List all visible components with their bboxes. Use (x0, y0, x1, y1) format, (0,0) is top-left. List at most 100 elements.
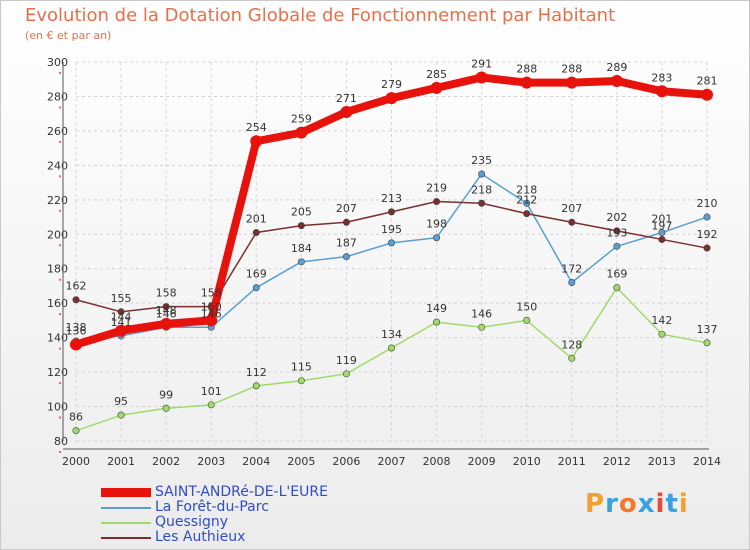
x-tick-label: 2001 (107, 455, 135, 468)
data-point-1 (252, 284, 260, 292)
data-point-3 (613, 227, 621, 235)
data-label: 169 (246, 268, 267, 281)
data-point-3 (72, 296, 80, 304)
data-label: 146 (471, 307, 492, 320)
data-point-2 (523, 316, 531, 324)
data-point-2 (252, 382, 260, 390)
data-label: 86 (69, 411, 83, 424)
data-label: 187 (336, 237, 357, 250)
data-point-1 (433, 234, 441, 242)
data-point-0 (115, 324, 128, 337)
data-point-1 (478, 170, 486, 178)
x-tick-label: 2003 (197, 455, 225, 468)
legend-swatch (101, 506, 151, 509)
data-label: 146 (156, 307, 177, 320)
data-point-0 (250, 135, 263, 148)
y-tick-label: 120 (47, 366, 68, 379)
data-point-0 (655, 85, 668, 98)
data-point-2 (568, 354, 576, 362)
data-label: 207 (561, 202, 582, 215)
data-point-3 (162, 303, 170, 311)
legend-item: SAINT-ANDRé-DE-L'EURE (101, 485, 328, 500)
x-tick-label: 2005 (287, 455, 315, 468)
logo-letter: t (665, 489, 679, 519)
data-label: 281 (697, 75, 718, 88)
data-label: 207 (336, 202, 357, 215)
data-label: 259 (291, 113, 312, 126)
legend-label: Quessigny (155, 514, 229, 530)
x-tick-label: 2013 (648, 455, 676, 468)
y-tick-label: 240 (47, 159, 68, 172)
data-label: 201 (651, 213, 672, 226)
data-label: 271 (336, 92, 357, 105)
data-point-2 (613, 284, 621, 292)
data-point-3 (658, 235, 666, 243)
y-tick-label: 260 (47, 125, 68, 138)
data-point-2 (207, 401, 215, 409)
data-label: 202 (606, 211, 627, 224)
data-label: 141 (111, 316, 132, 329)
data-point-2 (433, 318, 441, 326)
legend-label: SAINT-ANDRé-DE-L'EURE (155, 484, 328, 500)
data-label: 101 (201, 385, 222, 398)
data-point-3 (703, 244, 711, 252)
data-point-1 (297, 258, 305, 266)
data-label: 115 (291, 361, 312, 374)
data-label: 285 (426, 68, 447, 81)
y-tick-label: 80 (54, 435, 68, 448)
data-label: 144 (111, 311, 132, 324)
legend-label: Les Authieux (155, 529, 246, 545)
y-tick-label: 200 (47, 228, 68, 241)
data-label: 288 (516, 63, 537, 76)
data-label: 198 (426, 218, 447, 231)
chart-subtitle: (en € et par an) (25, 29, 112, 42)
y-tick-label: 100 (47, 401, 68, 414)
data-label: 149 (426, 302, 447, 315)
data-point-3 (342, 218, 350, 226)
x-tick-label: 2000 (62, 455, 90, 468)
legend-swatch (101, 488, 151, 497)
data-point-2 (658, 330, 666, 338)
logo-letter: x (637, 489, 656, 519)
legend-item: Quessigny (101, 515, 328, 530)
y-tick-label: 300 (47, 56, 68, 69)
data-point-0 (610, 74, 623, 87)
data-point-1 (342, 253, 350, 261)
x-tick-label: 2011 (558, 455, 586, 468)
data-label: 146 (201, 307, 222, 320)
logo-letter: P (585, 489, 606, 519)
data-point-3 (523, 210, 531, 218)
x-tick-label: 2004 (242, 455, 270, 468)
data-label: 219 (426, 182, 447, 195)
data-label: 158 (156, 287, 177, 300)
data-point-2 (703, 339, 711, 347)
data-label: 288 (561, 63, 582, 76)
data-point-2 (162, 404, 170, 412)
data-label: 213 (381, 192, 402, 205)
data-point-2 (478, 323, 486, 331)
data-point-1 (703, 213, 711, 221)
logo-letter: i (678, 489, 689, 519)
data-point-3 (297, 222, 305, 230)
legend-swatch (101, 536, 151, 539)
data-point-2 (342, 370, 350, 378)
logo-letter: i (655, 489, 666, 519)
legend-item: La Forêt-du-Parc (101, 500, 328, 515)
data-label: 184 (291, 242, 312, 255)
data-label: 210 (697, 197, 718, 210)
data-point-0 (340, 105, 353, 118)
data-point-0 (295, 126, 308, 139)
data-label: 283 (651, 71, 672, 84)
data-point-0 (565, 76, 578, 89)
data-label: 142 (651, 314, 672, 327)
data-label: 150 (516, 300, 537, 313)
data-label: 136 (66, 325, 87, 338)
logo-letter: o (618, 489, 638, 519)
x-tick-label: 2014 (693, 455, 721, 468)
data-point-3 (478, 199, 486, 207)
data-label: 99 (159, 388, 173, 401)
x-tick-label: 2006 (332, 455, 360, 468)
data-label: 162 (66, 280, 87, 293)
